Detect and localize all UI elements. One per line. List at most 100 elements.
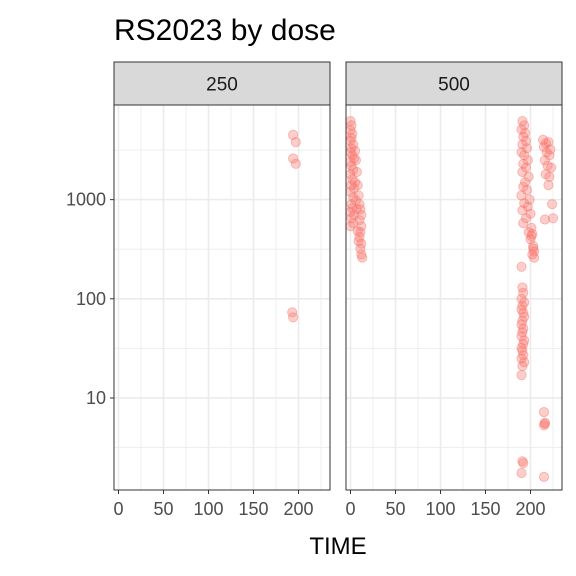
- data-point: [547, 199, 558, 210]
- data-point: [540, 138, 551, 149]
- data-point: [351, 204, 362, 215]
- data-point: [529, 252, 540, 263]
- data-point: [547, 213, 559, 224]
- data-point: [348, 218, 359, 229]
- x-tick-label: 100: [193, 499, 223, 519]
- data-point: [538, 134, 549, 145]
- data-point: [519, 311, 530, 322]
- data-point: [517, 315, 528, 326]
- data-point: [352, 180, 363, 191]
- data-point: [346, 160, 357, 171]
- data-point: [348, 192, 359, 203]
- data-point: [287, 307, 298, 318]
- data-point: [346, 143, 357, 154]
- data-point: [351, 166, 362, 178]
- data-point: [346, 132, 357, 143]
- facet-strip-label: 500: [438, 75, 470, 96]
- data-point: [539, 214, 551, 225]
- data-point: [538, 471, 550, 482]
- data-point: [545, 144, 556, 155]
- data-point: [518, 323, 529, 334]
- data-point: [349, 145, 361, 156]
- data-point: [347, 150, 358, 161]
- data-point: [517, 139, 528, 150]
- data-point: [520, 213, 532, 224]
- data-point: [540, 169, 551, 180]
- data-point: [354, 215, 365, 226]
- data-point: [538, 420, 550, 431]
- data-point: [539, 417, 551, 428]
- data-point: [543, 137, 554, 148]
- x-tick-label: 200: [283, 499, 313, 519]
- data-point: [516, 124, 527, 135]
- data-point: [539, 418, 551, 429]
- data-point: [516, 304, 527, 315]
- data-point: [520, 177, 531, 188]
- data-point: [518, 458, 529, 469]
- data-point: [520, 127, 531, 139]
- data-point: [516, 467, 527, 479]
- data-point: [525, 208, 536, 219]
- data-point: [518, 218, 529, 229]
- data-point: [518, 181, 529, 192]
- data-point: [527, 249, 538, 260]
- data-point: [543, 180, 554, 191]
- x-tick-label: 150: [470, 499, 500, 519]
- x-tick-label: 200: [515, 499, 545, 519]
- data-point: [347, 203, 358, 214]
- data-point: [356, 209, 367, 221]
- data-point: [519, 357, 530, 368]
- x-tick-label: 100: [425, 499, 455, 519]
- y-tick-label: 10: [86, 388, 106, 408]
- data-point: [356, 238, 367, 249]
- data-point: [523, 171, 534, 182]
- y-tick-label: 1000: [66, 190, 106, 210]
- data-point: [546, 162, 557, 173]
- data-point: [518, 287, 529, 298]
- x-tick-label: 50: [153, 499, 173, 519]
- data-point: [525, 234, 536, 245]
- data-point: [518, 338, 529, 350]
- data-point: [528, 243, 539, 254]
- data-point: [347, 128, 358, 139]
- y-tick-label: 100: [76, 289, 106, 309]
- data-point: [528, 241, 539, 252]
- data-point: [516, 293, 527, 304]
- x-tick-label: 150: [238, 499, 268, 519]
- data-point: [539, 155, 551, 166]
- x-tick-label: 50: [385, 499, 405, 519]
- data-point: [521, 143, 533, 154]
- data-point: [349, 177, 361, 188]
- data-point: [517, 300, 528, 311]
- data-point: [355, 243, 366, 254]
- data-point: [288, 153, 299, 164]
- data-point: [519, 297, 530, 308]
- data-point: [529, 246, 540, 257]
- data-point: [349, 183, 360, 194]
- data-point: [355, 204, 366, 215]
- data-point: [288, 312, 299, 323]
- data-point: [542, 160, 553, 171]
- data-point: [519, 150, 530, 161]
- data-point: [516, 342, 527, 353]
- data-point: [354, 199, 365, 210]
- data-point: [516, 190, 527, 201]
- data-point: [290, 158, 301, 169]
- data-point: [520, 162, 532, 173]
- data-point: [516, 319, 527, 330]
- data-point: [538, 141, 550, 152]
- data-point: [522, 155, 533, 166]
- data-point: [356, 221, 367, 232]
- data-point: [348, 139, 359, 150]
- plot-background: [346, 105, 562, 490]
- data-point: [517, 345, 528, 356]
- data-point: [516, 147, 527, 158]
- data-point: [541, 147, 552, 158]
- data-point: [356, 249, 367, 260]
- facet-strip-label: 250: [206, 75, 238, 96]
- data-point: [516, 331, 527, 342]
- data-point: [519, 120, 530, 131]
- data-point: [523, 227, 534, 238]
- data-point: [526, 222, 537, 233]
